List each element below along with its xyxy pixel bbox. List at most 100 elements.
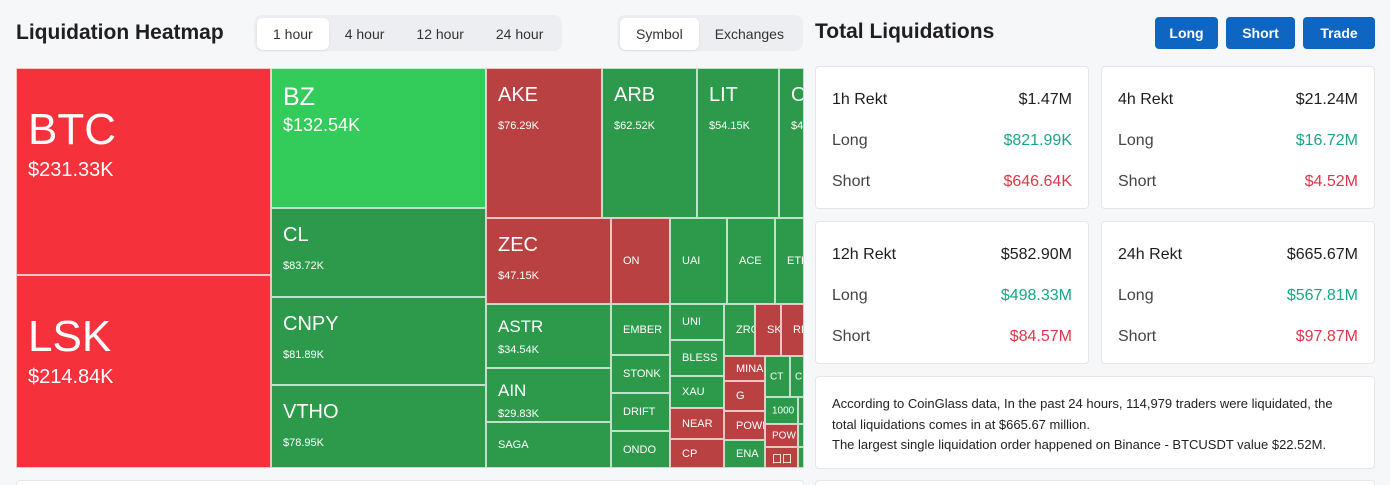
tile-pow[interactable]: POW: [765, 424, 798, 447]
rekt-card-12h: 12h Rekt $582.90M Long $498.33M Short $84.5…: [815, 221, 1089, 364]
tile-zec[interactable]: ZEC $47.15K: [486, 218, 611, 304]
tile-uni[interactable]: UNI: [670, 304, 724, 340]
tile-bless[interactable]: BLESS: [670, 340, 724, 376]
tile-symbol: ACE: [739, 255, 762, 267]
tile-symbol: ONDO: [623, 443, 656, 456]
tile-symbol: ETH: [787, 255, 803, 267]
tile-symbol: ARB: [614, 84, 656, 106]
tile-symbol: SAGA: [498, 439, 529, 451]
panel-edge: [16, 480, 804, 485]
tile-ena[interactable]: ENA: [724, 440, 765, 468]
tile-ondo[interactable]: ONDO: [611, 431, 670, 468]
tile-mina[interactable]: MINA: [724, 356, 765, 381]
tile-symbol: 1000: [772, 405, 795, 416]
short-button[interactable]: Short: [1226, 17, 1295, 49]
long-label: Long: [1118, 287, 1154, 304]
summary-text-1: According to CoinGlass data, In the past…: [832, 396, 1333, 432]
tile-symbol: STONK: [623, 368, 661, 380]
tile-lit[interactable]: LIT $54.15K: [697, 68, 779, 218]
tile-ct[interactable]: CT: [765, 356, 790, 397]
tile-value: $78.95K: [283, 437, 324, 449]
tile-ake[interactable]: AKE $76.29K: [486, 68, 602, 218]
tile-cl[interactable]: CL $83.72K: [271, 208, 486, 297]
tile-re[interactable]: RE: [781, 304, 804, 356]
tile-symbol: VTHO: [283, 401, 339, 423]
long-button[interactable]: Long: [1155, 17, 1218, 49]
trade-button[interactable]: Trade: [1303, 17, 1375, 49]
tile-cp[interactable]: CP: [670, 439, 724, 468]
tile-zro[interactable]: ZRO: [724, 304, 755, 356]
total-liquidations-title: Total Liquidations: [815, 20, 995, 43]
tile-sk[interactable]: SK: [755, 304, 781, 356]
tile-symbol: NEAR: [682, 417, 713, 430]
tile-stonk[interactable]: STONK: [611, 355, 670, 393]
tile-ace[interactable]: ACE: [727, 218, 775, 304]
tile-symbol: UAI: [682, 255, 701, 267]
tile-near[interactable]: NEAR: [670, 408, 724, 439]
tile-ember[interactable]: EMBER: [611, 304, 670, 355]
short-amount: $84.57M: [1009, 328, 1072, 345]
tile-vtho[interactable]: VTHO $78.95K: [271, 385, 486, 468]
tile-cnpy[interactable]: CNPY $81.89K: [271, 297, 486, 385]
tile-eth[interactable]: ETH: [775, 218, 804, 304]
tab-12-hour[interactable]: 12 hour: [416, 26, 464, 42]
tile-symbol: RE: [793, 324, 803, 336]
tile-symbol: ZRO: [736, 324, 754, 336]
long-amount: $567.81M: [1286, 287, 1358, 304]
tile-g[interactable]: G: [724, 381, 765, 411]
tile-unlabeled[interactable]: [798, 447, 804, 468]
tile-symbol: CT: [770, 371, 784, 382]
tile-unlabeled[interactable]: [798, 424, 804, 447]
tab-symbol[interactable]: Symbol: [620, 18, 699, 50]
card-title: 12h Rekt: [832, 246, 897, 263]
tile-symbol: CP: [682, 447, 698, 460]
tile-lsk[interactable]: LSK $214.84K: [16, 275, 271, 468]
tile-symbol: POW: [772, 430, 796, 441]
short-label: Short: [832, 173, 871, 190]
tab-1-hour[interactable]: 1 hour: [257, 18, 329, 50]
tile-on[interactable]: ON: [611, 218, 670, 304]
tab-24-hour[interactable]: 24 hour: [495, 26, 544, 42]
tab-exchanges[interactable]: Exchanges: [714, 26, 784, 42]
tile--[interactable]: 囗囗: [765, 447, 798, 468]
tile-ain[interactable]: AIN $29.83K: [486, 368, 611, 422]
short-amount: $4.52M: [1304, 173, 1358, 190]
tile-symbol: MINA: [736, 362, 764, 375]
tile-symbol: BZ: [283, 83, 315, 111]
tile-bz[interactable]: BZ $132.54K: [271, 68, 486, 208]
short-amount: $97.87M: [1295, 328, 1358, 345]
tile-symbol: CL: [283, 224, 309, 246]
tile-o[interactable]: O $4: [779, 68, 804, 218]
card-total: $665.67M: [1286, 246, 1358, 263]
card-total: $582.90M: [1000, 246, 1072, 263]
tile-value: $132.54K: [283, 115, 361, 135]
tile-symbol: ASTR: [498, 317, 544, 336]
tile-value: $83.72K: [283, 260, 324, 272]
tile-uai[interactable]: UAI: [670, 218, 727, 304]
rekt-card-1h: 1h Rekt $1.47M Long $821.99K Short $646.64K: [815, 66, 1089, 209]
tile-saga[interactable]: SAGA: [486, 422, 611, 468]
time-range-tabs: 1 hour 4 hour 12 hour 24 hour: [254, 15, 563, 51]
tile-value: $76.29K: [498, 120, 539, 132]
tile-1000[interactable]: 1000: [765, 397, 798, 424]
tile-unlabeled[interactable]: [798, 397, 804, 424]
tile-symbol: C: [795, 371, 803, 382]
heatmap-title: Liquidation Heatmap: [16, 21, 224, 44]
tile-astr[interactable]: ASTR $34.54K: [486, 304, 611, 368]
tile-value: $62.52K: [614, 120, 655, 132]
tile-symbol: AKE: [498, 84, 539, 106]
long-amount: $821.99K: [1003, 132, 1072, 149]
tile-value: $34.54K: [498, 344, 539, 356]
tile-c[interactable]: C: [790, 356, 804, 397]
tile-arb[interactable]: ARB $62.52K: [602, 68, 697, 218]
long-label: Long: [1118, 132, 1154, 149]
tile-symbol: AIN: [498, 381, 527, 400]
liquidation-treemap: BTC $231.33K LSK $214.84K BZ $132.54K CL $83.72…: [16, 68, 804, 468]
card-total: $1.47M: [1018, 91, 1072, 108]
tile-btc[interactable]: BTC $231.33K: [16, 68, 271, 275]
tile-value: $47.15K: [498, 270, 539, 282]
tile-xau[interactable]: XAU: [670, 376, 724, 408]
tile-drift[interactable]: DRIFT: [611, 393, 670, 431]
tab-4-hour[interactable]: 4 hour: [344, 26, 385, 42]
